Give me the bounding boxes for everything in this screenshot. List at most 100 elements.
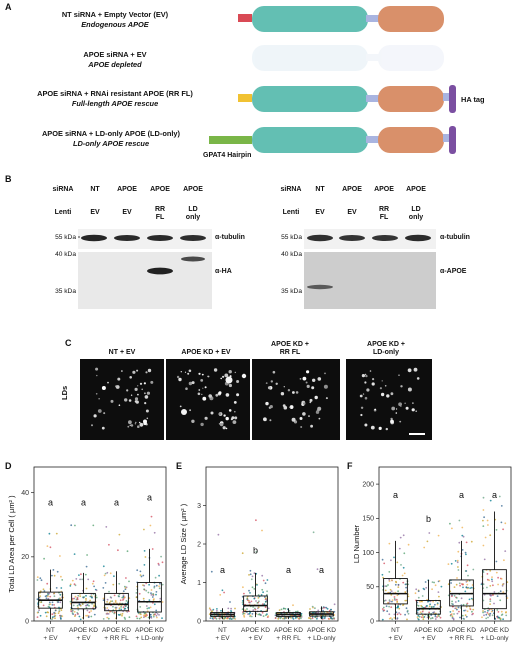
data-point — [486, 586, 488, 589]
marker-55-kda: 55 kDa — [55, 234, 76, 241]
data-point — [51, 618, 53, 621]
data-point — [59, 617, 62, 620]
box — [104, 592, 129, 612]
lipid-droplet — [137, 425, 140, 429]
data-point — [211, 610, 214, 612]
data-point — [466, 580, 469, 582]
antibody-apoe: α-APOE — [440, 268, 467, 275]
data-point — [466, 610, 469, 613]
data-point — [88, 604, 90, 607]
data-point — [317, 609, 320, 612]
data-point — [155, 614, 158, 617]
data-point — [414, 592, 417, 595]
data-point — [233, 617, 236, 620]
data-point — [122, 590, 125, 593]
data-point — [43, 590, 46, 592]
lipid-droplet — [308, 415, 310, 418]
data-point — [82, 596, 85, 599]
data-point — [388, 542, 391, 545]
data-point — [118, 533, 121, 536]
data-point — [430, 606, 433, 608]
box — [416, 600, 441, 615]
lipid-droplet — [201, 373, 204, 376]
data-point — [106, 616, 109, 619]
lipid-droplet — [134, 397, 139, 401]
data-point — [399, 613, 402, 616]
data-point — [73, 583, 76, 586]
marker-40-kda: 40 kDa — [55, 251, 76, 258]
data-point — [406, 618, 408, 621]
data-point — [89, 599, 91, 602]
data-point — [112, 583, 115, 586]
construct-2-title: APOE siRNA + EV — [83, 50, 147, 59]
lipid-droplet — [391, 406, 396, 411]
data-point — [246, 599, 249, 602]
data-point — [262, 591, 264, 594]
data-point — [254, 608, 257, 611]
data-point — [500, 521, 503, 524]
data-point — [495, 571, 498, 574]
data-point — [143, 528, 145, 531]
data-point — [220, 609, 222, 612]
data-point — [138, 617, 141, 620]
lipid-droplet — [213, 368, 218, 372]
micro-image-kd-ev — [166, 359, 250, 440]
lipid-droplet — [135, 421, 137, 424]
data-point — [151, 548, 154, 550]
data-point — [79, 595, 82, 598]
lipid-droplet — [124, 398, 128, 402]
data-point — [255, 550, 258, 553]
data-point — [432, 605, 435, 608]
data-point — [465, 553, 467, 556]
data-point — [440, 585, 443, 588]
micro-image-nt-ev — [80, 359, 164, 440]
data-point — [77, 594, 80, 597]
data-point — [454, 560, 457, 562]
data-point — [54, 609, 57, 612]
data-point — [300, 617, 302, 620]
data-point — [405, 586, 407, 589]
data-point — [485, 617, 488, 620]
data-point — [209, 608, 212, 611]
scale-bar — [409, 433, 425, 435]
data-point — [149, 606, 152, 609]
data-point — [464, 614, 467, 617]
data-point — [135, 596, 138, 599]
significance-letter: a — [81, 498, 86, 508]
data-point — [74, 615, 76, 617]
lane-3-lenti-line1: RR — [154, 206, 166, 213]
sirna-row-label-right: siRNA — [280, 186, 302, 193]
tubulin-bands-left — [81, 234, 206, 242]
data-point — [469, 607, 471, 610]
significance-letter: a — [48, 498, 53, 508]
lipid-droplet — [220, 377, 222, 380]
data-point — [86, 554, 88, 556]
data-point — [497, 616, 500, 619]
data-point — [396, 561, 399, 564]
data-point — [417, 590, 420, 593]
data-point — [90, 596, 93, 598]
data-point — [251, 575, 254, 578]
lipid-droplet — [179, 405, 182, 408]
construct-3-shape — [238, 85, 456, 113]
data-point — [487, 609, 489, 612]
data-point — [150, 515, 153, 518]
lipid-droplet — [360, 413, 363, 417]
data-point — [451, 615, 454, 618]
lipid-droplet — [372, 378, 375, 381]
data-point — [454, 601, 457, 603]
micro-image-kd-ldonly — [346, 359, 432, 440]
data-point — [93, 605, 95, 608]
data-point — [470, 540, 473, 543]
y-tick-label: 50 — [366, 584, 374, 591]
data-point — [456, 561, 459, 564]
data-point — [490, 610, 493, 613]
y-axis-label: LD Number — [352, 524, 361, 563]
lipid-droplet — [191, 381, 195, 385]
data-point — [161, 601, 164, 603]
data-point — [489, 598, 492, 601]
data-point — [488, 608, 491, 611]
lipid-droplet — [390, 419, 394, 424]
data-point — [242, 612, 245, 615]
